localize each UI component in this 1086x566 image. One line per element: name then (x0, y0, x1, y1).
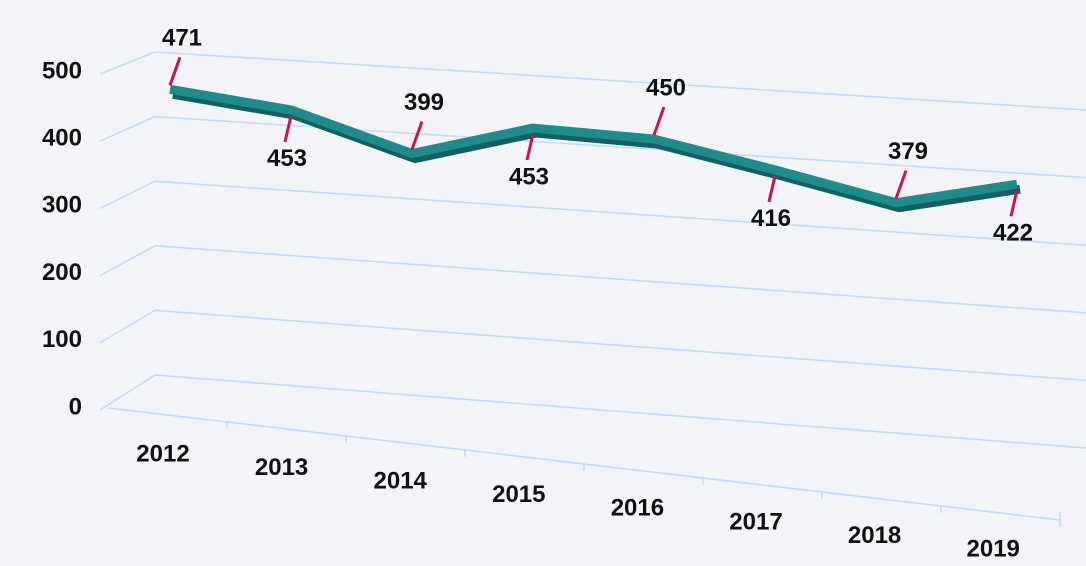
data-label: 422 (993, 220, 1033, 247)
data-label: 453 (509, 163, 549, 190)
x-tick-label: 2019 (967, 536, 1020, 563)
y-tick-label: 0 (69, 393, 82, 420)
x-tick-label: 2013 (255, 454, 308, 481)
side-grid-line (99, 180, 156, 210)
grid-line (154, 115, 1086, 179)
grid-line (154, 180, 1086, 246)
side-grid-line (99, 51, 156, 75)
y-tick-label: 300 (42, 192, 82, 219)
y-tick-label: 200 (42, 259, 82, 286)
x-tick-label: 2016 (611, 495, 664, 522)
grid-line (154, 374, 1086, 449)
y-tick-label: 400 (42, 125, 82, 152)
label-leader (1009, 189, 1019, 217)
data-label: 379 (888, 138, 928, 165)
label-leader (652, 106, 666, 136)
x-tick-label: 2012 (136, 440, 189, 467)
side-grid-line (99, 309, 156, 344)
x-tick-label: 2014 (374, 468, 428, 495)
label-leader (767, 175, 777, 203)
grid-line (154, 245, 1086, 314)
side-grid-line (99, 115, 156, 142)
grid-line (154, 309, 1086, 382)
x-tick-label: 2018 (848, 522, 901, 549)
grid-line (154, 51, 1086, 111)
x-tick-label: 2015 (492, 481, 545, 508)
label-leader (168, 56, 182, 86)
data-label: 471 (162, 25, 202, 52)
series-line (169, 84, 1018, 208)
y-tick-label: 500 (42, 57, 82, 84)
data-label: 416 (751, 205, 791, 232)
label-leader (410, 121, 424, 151)
side-grid-line (99, 374, 156, 411)
label-leader (525, 133, 535, 161)
data-label: 399 (404, 89, 444, 116)
data-label: 453 (267, 145, 307, 172)
x-tick-label: 2017 (729, 508, 782, 535)
label-leader (894, 170, 908, 200)
side-grid-line (99, 245, 156, 277)
data-label: 450 (646, 74, 686, 101)
y-tick-label: 100 (42, 326, 82, 353)
label-leader (283, 115, 293, 143)
